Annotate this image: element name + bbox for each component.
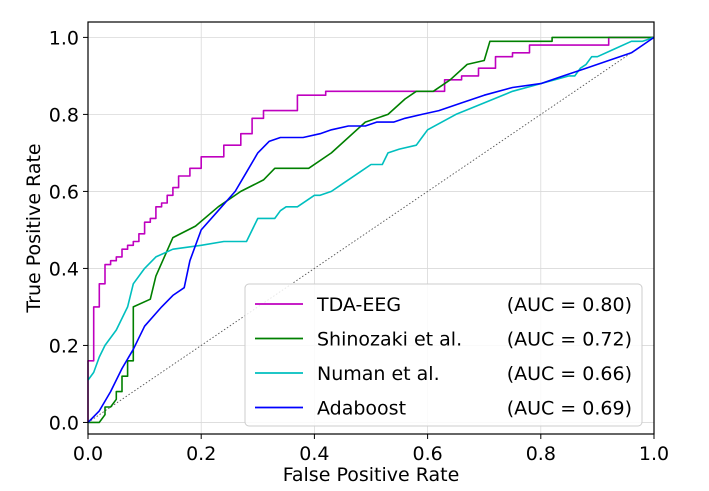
legend: TDA-EEG (AUC = 0.80) Shinozaki et al. (AUC … (244, 283, 643, 427)
x-axis-label: False Positive Rate (283, 464, 460, 486)
legend-box (244, 283, 643, 427)
x-tick-label: 0.2 (186, 443, 216, 465)
legend-items: TDA-EEG (AUC = 0.80) Shinozaki et al. (AUC … (255, 294, 632, 420)
y-tick-label: 0.0 (49, 412, 79, 434)
series-line-1 (88, 36, 654, 424)
plot-frame (87, 21, 655, 435)
y-tick-label: 0.8 (49, 104, 79, 126)
series-line-0 (87, 36, 654, 423)
legend-auc-label: (AUC = 0.72) (507, 329, 632, 351)
y-tick-label: 1.0 (49, 27, 79, 49)
legend-series-name: TDA-EEG (316, 294, 401, 316)
legend-auc-label: (AUC = 0.80) (507, 294, 632, 316)
x-tick-label: 0.8 (526, 443, 556, 465)
x-tick-label: 0.0 (73, 443, 103, 465)
x-tick-label: 0.4 (299, 443, 329, 465)
legend-auc-label: (AUC = 0.69) (507, 398, 632, 420)
y-axis-ticks: 0.0 0.2 0.4 0.6 0.8 1.0 (49, 27, 88, 434)
series-line-3 (87, 36, 655, 423)
y-axis-label: True Positive Rate (23, 143, 45, 313)
y-tick-label: 0.2 (49, 335, 79, 357)
x-axis-ticks: 0.0 0.2 0.4 0.6 0.8 1.0 (73, 434, 669, 465)
y-tick-label: 0.6 (49, 181, 79, 203)
legend-series-name: Shinozaki et al. (317, 329, 462, 351)
y-tick-label: 0.4 (49, 258, 79, 280)
x-tick-label: 1.0 (639, 443, 669, 465)
series-line-2 (87, 36, 655, 381)
legend-series-name: Numan et al. (317, 363, 440, 385)
series-lines (87, 36, 655, 424)
x-tick-label: 0.6 (412, 443, 442, 465)
legend-series-name: Adaboost (317, 398, 406, 420)
legend-auc-label: (AUC = 0.66) (507, 363, 632, 385)
